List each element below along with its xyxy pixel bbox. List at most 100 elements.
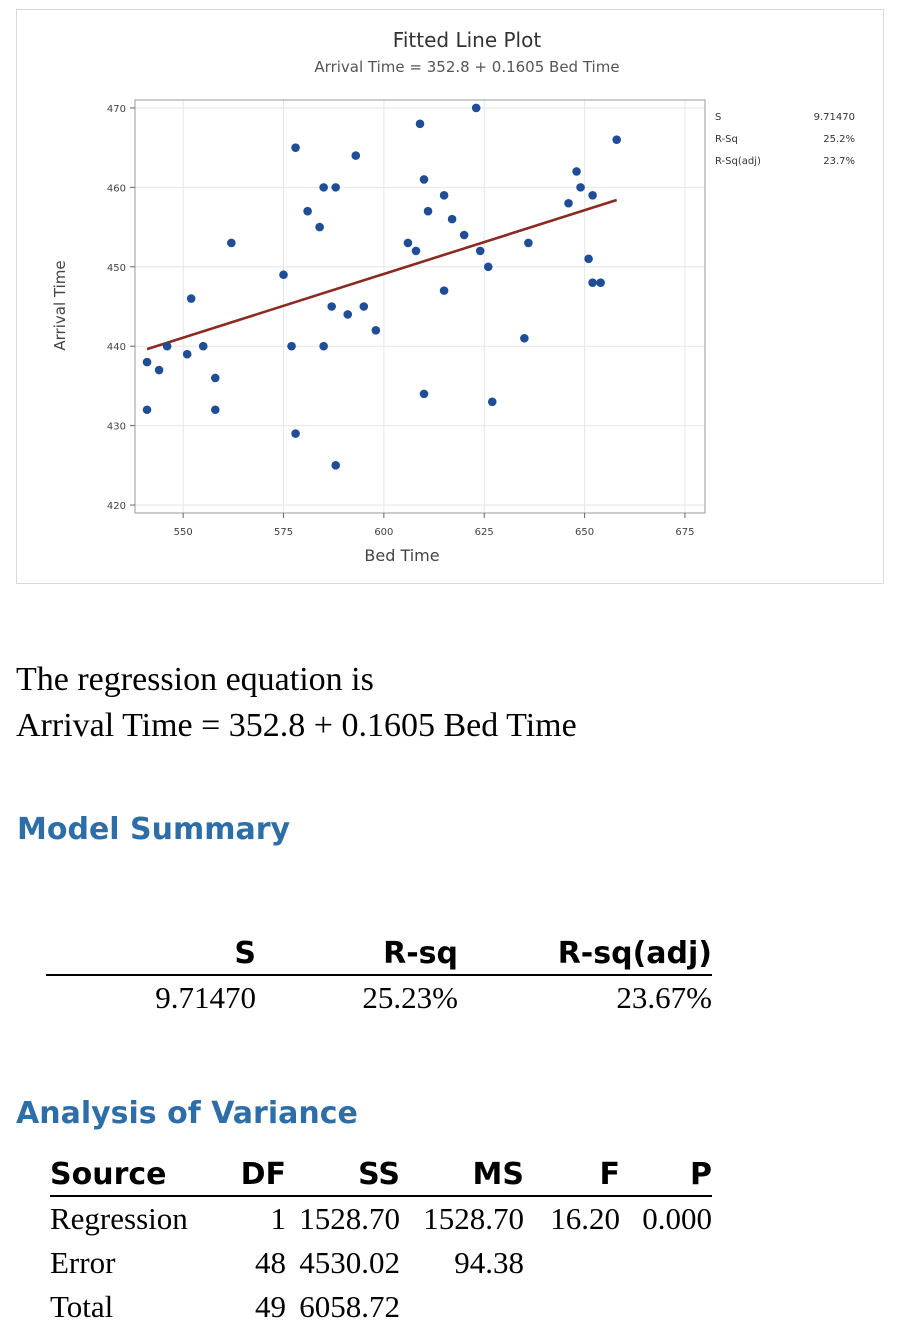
data-point — [186, 294, 196, 303]
ms-header-s: S — [46, 934, 256, 976]
data-point — [287, 341, 296, 351]
anova-f — [524, 1241, 620, 1285]
ms-value-s: 9.71470 — [155, 980, 256, 1015]
data-point — [142, 405, 152, 415]
chart-title: Fitted Line Plot — [393, 28, 542, 52]
anova-f: 16.20 — [550, 1201, 620, 1236]
anova-heading: Analysis of Variance — [16, 1096, 358, 1131]
anova-df: 1 — [270, 1201, 287, 1236]
model-summary-heading: Model Summary — [17, 812, 291, 847]
y-tick-label: 440 — [107, 342, 126, 353]
data-point — [327, 302, 336, 311]
fitted-line-plot: Fitted Line Plot Arrival Time = 352.8 + 0… — [51, 28, 855, 565]
table-row: Error 48 4530.02 94.38 — [50, 1241, 712, 1285]
table-row: Total 49 6058.72 — [50, 1285, 712, 1329]
anova-header-ss: SS — [286, 1155, 400, 1197]
data-point — [291, 429, 300, 438]
data-point — [475, 246, 485, 256]
regression-equation-block: The regression equation is Arrival Time … — [16, 657, 577, 749]
anova-header-ms: MS — [400, 1155, 524, 1197]
anova-p: 0.000 — [642, 1201, 712, 1236]
data-point — [291, 143, 300, 152]
data-point — [439, 286, 449, 295]
anova-df: 49 — [255, 1289, 286, 1324]
data-point — [487, 397, 497, 407]
data-point — [210, 405, 220, 415]
x-tick-label: 575 — [274, 527, 293, 538]
anova-p — [620, 1241, 712, 1285]
data-point — [471, 103, 481, 113]
data-point — [564, 198, 573, 208]
y-tick-label: 430 — [107, 422, 126, 433]
stats-label: S — [715, 112, 721, 123]
data-point — [423, 206, 433, 216]
anova-header-f: F — [524, 1155, 620, 1197]
data-point — [319, 341, 328, 351]
y-tick-label: 470 — [107, 104, 126, 115]
data-point — [572, 167, 581, 176]
data-point — [596, 278, 605, 287]
anova-header-df: DF — [228, 1155, 286, 1197]
ms-header-rsq-adj: R-sq(adj) — [458, 934, 712, 976]
data-point — [415, 119, 425, 129]
data-point — [303, 206, 312, 216]
data-point — [331, 183, 341, 192]
table-row: Regression 1 1528.70 1528.70 16.20 0.000 — [50, 1196, 712, 1241]
table-row: 9.71470 25.23% 23.67% — [46, 975, 712, 1020]
data-point — [439, 191, 449, 200]
regression-equation: Arrival Time = 352.8 + 0.1605 Bed Time — [16, 707, 577, 744]
anova-header-p: P — [620, 1155, 712, 1197]
data-point — [520, 333, 529, 343]
stats-label: R-Sq(adj) — [715, 156, 761, 167]
ms-header-rsq: R-sq — [256, 934, 458, 976]
data-point — [154, 365, 164, 375]
anova-header-source: Source — [50, 1155, 228, 1197]
data-point — [588, 278, 597, 287]
data-point — [198, 341, 208, 351]
anova-ss: 6058.72 — [299, 1289, 400, 1324]
ms-value-rsq-adj: 23.67% — [616, 980, 712, 1015]
stats-value: 25.2% — [823, 134, 855, 145]
fitted-line-plot-panel: Fitted Line Plot Arrival Time = 352.8 + 0… — [16, 9, 884, 584]
data-point — [343, 310, 353, 319]
anova-ms: 1528.70 — [423, 1201, 524, 1236]
anova-ms: 94.38 — [454, 1245, 524, 1280]
plot-area-frame — [134, 99, 706, 514]
stats-value: 9.71470 — [814, 112, 855, 123]
y-axis-label: Arrival Time — [51, 260, 69, 350]
data-point — [483, 262, 493, 272]
anova-table: Source DF SS MS F P Regression 1 1528.70… — [50, 1155, 712, 1329]
data-point — [371, 326, 381, 335]
fitted-regression-line — [146, 198, 618, 351]
data-point — [351, 151, 361, 160]
data-point — [588, 191, 597, 200]
data-point — [411, 246, 421, 256]
anova-ss: 4530.02 — [299, 1245, 400, 1280]
data-point — [359, 302, 369, 311]
anova-ss: 1528.70 — [299, 1201, 400, 1236]
data-point — [612, 135, 621, 145]
data-point — [315, 222, 324, 232]
data-point — [584, 254, 593, 264]
data-point — [142, 357, 152, 367]
data-point — [459, 230, 469, 240]
data-point — [447, 214, 457, 224]
anova-source: Total — [50, 1289, 114, 1324]
data-point — [331, 461, 341, 470]
data-point — [576, 183, 585, 192]
x-tick-label: 650 — [575, 527, 594, 538]
data-point — [210, 373, 220, 383]
x-tick-label: 600 — [374, 527, 393, 538]
x-tick-label: 675 — [675, 527, 694, 538]
y-tick-label: 450 — [107, 263, 126, 274]
anova-f — [524, 1285, 620, 1329]
x-axis-label: Bed Time — [364, 546, 439, 565]
model-summary-table: S R-sq R-sq(adj) 9.71470 25.23% 23.67% — [46, 934, 712, 1020]
data-point — [419, 175, 429, 184]
y-tick-label: 460 — [107, 183, 126, 194]
x-tick-label: 550 — [174, 527, 193, 538]
data-point — [227, 238, 236, 248]
data-point — [524, 238, 533, 248]
data-point — [279, 270, 288, 280]
data-point — [182, 349, 192, 359]
